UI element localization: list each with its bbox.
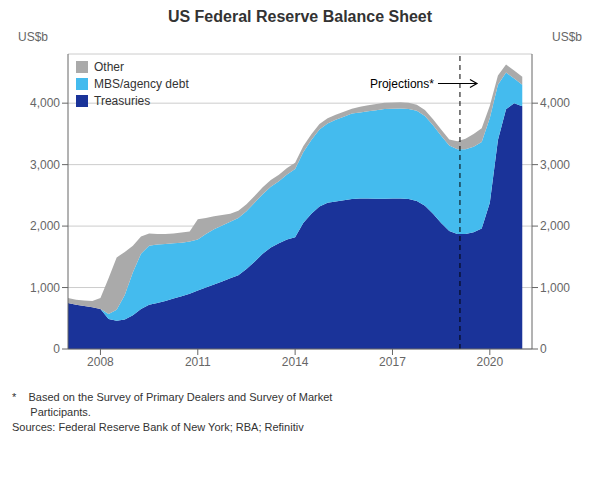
html-text:US$b: US$b bbox=[552, 30, 582, 44]
html-text:Treasuries: Treasuries bbox=[94, 94, 151, 108]
svg-text:4,000: 4,000 bbox=[540, 96, 570, 110]
html-text:Other: Other bbox=[94, 60, 124, 74]
svg-text:0: 0 bbox=[540, 342, 547, 356]
svg-text:3,000: 3,000 bbox=[540, 158, 570, 172]
svg-text:2011: 2011 bbox=[185, 355, 211, 369]
svg-text:Projections*: Projections* bbox=[370, 77, 434, 91]
svg-text:3,000: 3,000 bbox=[30, 158, 60, 172]
html-text:US$b: US$b bbox=[18, 30, 48, 44]
svg-text:2014: 2014 bbox=[282, 355, 309, 369]
html-text:* Based on the Survey of Prima: * Based on the Survey of Primary Dealers… bbox=[12, 391, 333, 403]
html-text:Participants.: Participants. bbox=[12, 406, 91, 418]
svg-text:4,000: 4,000 bbox=[30, 96, 60, 110]
html-text:US Federal Reserve Balance She: US Federal Reserve Balance Sheet bbox=[167, 8, 433, 25]
html-text:Sources: Federal Reserve Bank: Sources: Federal Reserve Bank of New Yor… bbox=[12, 421, 304, 433]
svg-text:2020: 2020 bbox=[476, 355, 503, 369]
svg-text:0: 0 bbox=[53, 342, 60, 356]
svg-text:2008: 2008 bbox=[87, 355, 114, 369]
svg-text:1,000: 1,000 bbox=[540, 281, 570, 295]
svg-text:2,000: 2,000 bbox=[540, 219, 570, 233]
svg-text:2017: 2017 bbox=[379, 355, 406, 369]
svg-text:1,000: 1,000 bbox=[30, 281, 60, 295]
svg-text:2,000: 2,000 bbox=[30, 219, 60, 233]
html-text:MBS/agency debt: MBS/agency debt bbox=[94, 77, 189, 91]
